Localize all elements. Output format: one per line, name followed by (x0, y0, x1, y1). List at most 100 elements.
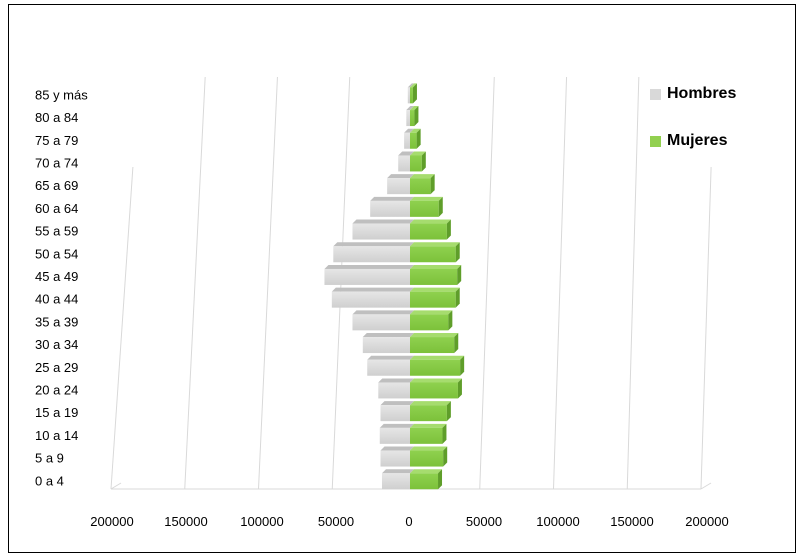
bar-mujeres (410, 178, 431, 195)
bar-mujeres-side (430, 174, 435, 195)
category-label: 75 a 79 (35, 133, 78, 148)
floor-edge (700, 482, 712, 490)
bar-mujeres (410, 314, 449, 331)
bar-mujeres-top (410, 242, 460, 247)
x-tick-label: 150000 (610, 514, 653, 529)
category-label: 55 a 59 (35, 224, 78, 239)
bar-hombres-top (362, 333, 414, 338)
floor-edge (110, 482, 122, 490)
x-tick-label: 100000 (536, 514, 579, 529)
bar-mujeres-side (457, 264, 462, 285)
gridline (258, 76, 278, 490)
bar-mujeres-top (410, 83, 417, 88)
bar-hombres (387, 178, 410, 195)
bar-mujeres-top (410, 106, 419, 111)
bar-hombres (379, 427, 410, 444)
category-label: 50 a 54 (35, 246, 78, 261)
bar-hombres (380, 450, 410, 467)
bar-hombres-top (331, 287, 414, 292)
bar-mujeres (410, 200, 439, 217)
bar-hombres-top (352, 310, 414, 315)
bar-mujeres (410, 405, 447, 422)
bar-hombres-top (406, 106, 414, 111)
bar-hombres (333, 246, 410, 263)
bar-mujeres (410, 132, 417, 149)
bar-hombres (398, 155, 410, 172)
bar-hombres (362, 337, 410, 354)
bar-hombres (331, 291, 410, 308)
bar-mujeres-side (457, 378, 462, 399)
bar-mujeres-top (410, 355, 465, 360)
x-tick-label: 50000 (466, 514, 502, 529)
bar-hombres-top (380, 446, 414, 451)
bar-hombres-top (398, 151, 414, 156)
category-label: 10 a 14 (35, 428, 78, 443)
gridline (700, 166, 712, 490)
category-label: 60 a 64 (35, 201, 78, 216)
bar-mujeres-top (410, 219, 451, 224)
bar-mujeres-side (412, 83, 417, 104)
category-label: 30 a 34 (35, 337, 78, 352)
bar-mujeres (410, 382, 458, 399)
bar-mujeres-top (410, 401, 451, 406)
bar-mujeres-top (410, 378, 462, 383)
category-label: 45 a 49 (35, 269, 78, 284)
bar-hombres (352, 223, 410, 240)
gridline (626, 76, 640, 490)
bar-hombres-top (370, 196, 414, 201)
bar-mujeres-side (460, 355, 465, 376)
bar-mujeres (410, 427, 443, 444)
category-label: 85 y más (35, 87, 88, 102)
bar-hombres-top (324, 264, 414, 269)
category-label: 35 a 39 (35, 314, 78, 329)
bar-mujeres-top (410, 151, 426, 156)
bar-mujeres-side (446, 219, 451, 240)
bar-mujeres-top (410, 333, 459, 338)
bar-mujeres (410, 87, 413, 104)
bar-mujeres (410, 246, 456, 263)
bar-hombres (367, 359, 410, 376)
category-label: 20 a 24 (35, 382, 78, 397)
bars (324, 83, 465, 490)
bar-mujeres-top (410, 446, 448, 451)
x-tick-label: 200000 (90, 514, 133, 529)
bar-mujeres-side (438, 469, 443, 490)
x-tick-label: 200000 (685, 514, 728, 529)
bar-mujeres-side (421, 151, 426, 172)
gridline (184, 76, 206, 490)
bar-hombres-top (379, 423, 414, 428)
bar-mujeres-side (416, 128, 421, 149)
bar-mujeres (410, 223, 447, 240)
category-labels: 0 a 4 5 a 9 10 a 14 15 a 19 20 a 24 25 a 29 30… (35, 87, 88, 488)
bar-mujeres-top (410, 174, 435, 179)
bar-mujeres (410, 450, 444, 467)
bar-hombres (370, 200, 410, 217)
chart-frame: 0 a 4 5 a 9 10 a 14 15 a 19 20 a 24 25 a 29 30… (8, 4, 796, 553)
bar-mujeres-top (410, 423, 447, 428)
category-label: 25 a 29 (35, 360, 78, 375)
bar-mujeres (410, 291, 456, 308)
bar-hombres-top (367, 355, 414, 360)
gridline (479, 76, 495, 490)
bar-hombres (352, 314, 410, 331)
bar-mujeres-top (410, 196, 443, 201)
hombres-swatch (650, 88, 661, 100)
legend-item-hombres: Hombres (650, 85, 736, 103)
category-label: 40 a 44 (35, 292, 78, 307)
legend-label-mujeres: Mujeres (667, 132, 728, 149)
bar-mujeres-top (410, 310, 453, 315)
bar-mujeres-side (438, 196, 443, 217)
bar-mujeres (410, 110, 415, 127)
category-label: 70 a 74 (35, 155, 78, 170)
bar-mujeres (410, 337, 455, 354)
mujeres-swatch (650, 135, 661, 147)
bar-hombres-top (380, 401, 414, 406)
bar-mujeres (410, 473, 439, 490)
bar-mujeres-side (455, 242, 460, 263)
bar-mujeres-side (454, 333, 459, 354)
x-tick-label: 100000 (240, 514, 283, 529)
bar-mujeres-side (443, 446, 448, 467)
bar-hombres (324, 268, 410, 285)
bar-hombres-top (333, 242, 414, 247)
bar-hombres (381, 473, 410, 490)
